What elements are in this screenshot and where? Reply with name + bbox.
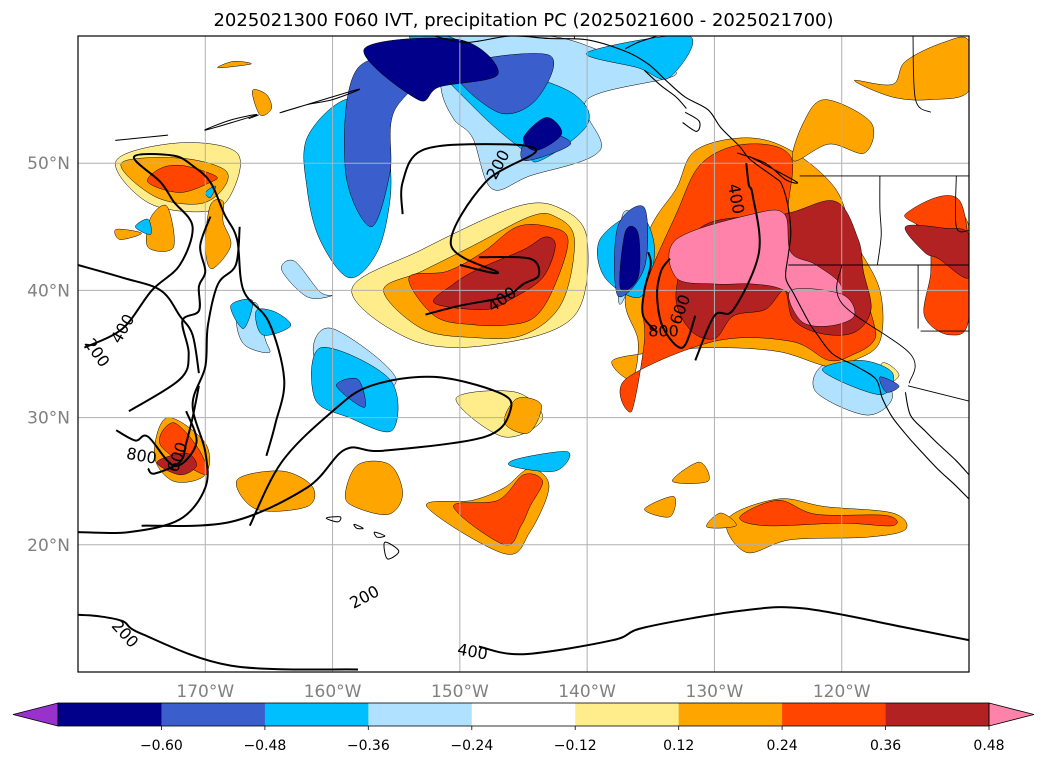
ivt-contour-line [115,410,198,467]
political-border [836,264,916,384]
precip-pc-region [822,360,894,395]
colorbar-tick-label: −0.12 [554,738,597,754]
ivt-contour-line [425,255,541,316]
colorbar: −0.60 −0.48 −0.36 −0.24 −0.12 0.12 0.24 0.36 0.4… [12,702,1035,754]
colorbar-segment [161,703,266,726]
coastline-layer [115,36,969,560]
ivt-contour-line [656,257,697,349]
political-border [876,175,882,266]
colorbar-segment [264,703,369,726]
precip-pc-region [706,512,737,529]
coastline [625,36,658,50]
ivt-contour-line [694,163,761,361]
colorbar-tick-label: −0.36 [347,738,390,754]
colorbar-tick-label: 0.24 [767,738,798,754]
colorbar-tick-label: 0.36 [870,738,901,754]
ivt-contour-layer [78,143,969,671]
colorbar-tick-label: −0.24 [450,738,493,754]
precip-pc-region [739,500,898,527]
colorbar-segment [58,703,162,726]
political-border [954,175,969,233]
precip-pc-region [644,496,676,518]
colorbar-segment [575,703,679,726]
longitude-tick-label: 120°W [813,682,871,702]
precip-pc-region [344,460,403,515]
precip-pc-region [217,61,252,69]
colorbar-tick-label: 0.12 [663,738,694,754]
island-outline [279,88,361,114]
precip-pc-region [135,218,152,235]
colorbar-segment [471,703,576,726]
island-outline [325,516,342,523]
coastline [434,36,969,500]
coastline [682,111,701,132]
island-outline [353,523,364,530]
island-outline [383,541,400,560]
longitude-tick-label: 160°W [304,682,362,702]
ivt-contour-line [78,264,200,374]
island-outline [373,531,386,538]
longitude-tick-labels: 170°W 160°W 150°W 140°W 130°W 120°W [176,682,870,702]
longitude-tick-label: 150°W [431,682,489,702]
ivt-contour-line [641,251,658,334]
ivt-contour-line [78,613,359,671]
ivt-contour-line [141,375,513,527]
ivt-contour-line [83,152,286,457]
political-border [907,385,969,402]
colorbar-segment [885,703,990,726]
colorbar-extend-high [988,702,1035,727]
colorbar-segment [368,703,473,726]
precip-pc-region [281,259,334,299]
colorbar-segment [678,703,783,726]
precip-pc-region [792,99,875,162]
precip-pc-region [879,376,900,393]
precip-pc-region [508,451,571,472]
latitude-tick-labels: 20°N 30°N 40°N 50°N [27,154,70,556]
map-frame [77,35,970,673]
ivt-contour-line [147,385,200,475]
island-outline [204,114,258,131]
longitude-tick-label: 130°W [686,682,744,702]
precip-pc-region [114,228,142,240]
colorbar-extend-low [12,702,59,727]
precip-pc-fill-layer [114,36,969,555]
ivt-contour-line [478,606,969,656]
latitude-tick-label: 20°N [27,536,70,556]
political-border [912,36,932,113]
island-outline [115,134,169,141]
precip-pc-region [336,377,366,408]
ivt-contour-label: 800 [648,322,679,341]
coastline [904,392,969,476]
colorbar-segment [782,703,886,726]
latitude-tick-label: 40°N [27,281,70,301]
colorbar-tick-label: −0.60 [140,738,183,754]
precip-pc-region [854,36,969,101]
longitude-tick-label: 170°W [176,682,234,702]
precip-pc-region [235,470,316,512]
colorbar-frame [57,702,990,727]
precip-pc-region [252,89,272,116]
latitude-tick-label: 30°N [27,409,70,429]
ivt-contour-line [128,216,212,413]
coastline [737,152,799,184]
precip-pc-region [146,204,175,252]
latitude-tick-label: 50°N [27,154,70,174]
precip-pc-region [672,461,710,484]
coastline [644,69,687,109]
map-gridlines [78,36,969,672]
colorbar-tick-label: −0.48 [243,738,286,754]
precip-pc-region [230,298,254,329]
longitude-tick-label: 140°W [558,682,616,702]
precip-pc-region [619,226,641,292]
ivt-contour-line [400,143,538,275]
precip-pc-region [363,37,499,102]
ivt-contour-line [78,226,241,535]
island-outline [248,114,259,120]
colorbar-tick-label: 0.48 [973,738,1004,754]
chart-title: 2025021300 F060 IVT, precipitation PC (2… [213,10,833,31]
precip-pc-region [523,117,563,151]
